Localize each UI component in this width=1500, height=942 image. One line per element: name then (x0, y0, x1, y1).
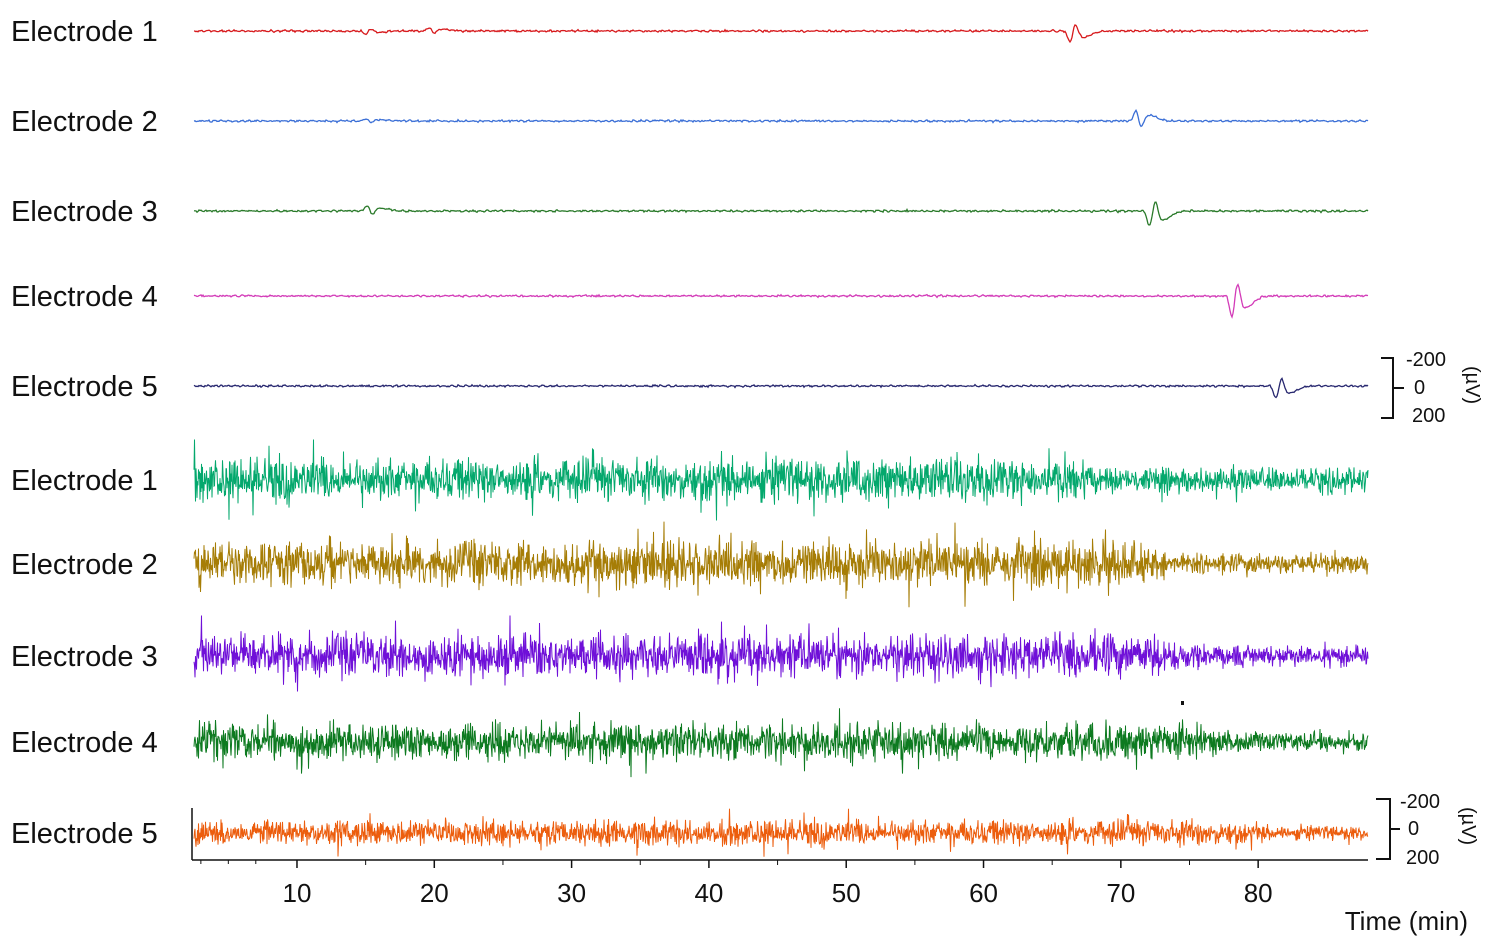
x-tick-label: 30 (557, 878, 586, 908)
x-tick-label: 50 (832, 878, 861, 908)
bottom-panel-traces (193, 439, 1369, 857)
scale-label-top: -200 (1406, 349, 1446, 371)
channel-labels: Electrode 1 Electrode 2 Electrode 3 Electro… (11, 16, 158, 850)
top-series-line-3 (193, 201, 1369, 226)
stray-mark (1181, 701, 1184, 705)
scale-label-mid: 0 (1408, 818, 1419, 840)
scale-bar-bottom: -200 0 200 (µV) (1376, 791, 1479, 869)
bottom-series-line-4 (193, 708, 1369, 778)
bottom-channel-label-5: Electrode 5 (11, 818, 158, 850)
bottom-series-line-3 (193, 615, 1369, 692)
top-channel-label-4: Electrode 4 (11, 281, 158, 313)
bottom-channel-label-1: Electrode 1 (11, 465, 158, 497)
top-panel-traces (193, 24, 1369, 399)
bottom-series-line-5 (193, 808, 1369, 857)
top-series-line-1 (193, 24, 1369, 44)
top-channel-label-1: Electrode 1 (11, 16, 158, 48)
x-axis-ticks: 10 20 30 40 50 60 70 80 (200, 860, 1273, 908)
bottom-series-line-1 (193, 439, 1369, 521)
scale-unit: (µV) (1457, 807, 1479, 845)
scale-label-bottom: 200 (1406, 847, 1439, 869)
scale-bar-bracket (1376, 798, 1400, 860)
top-series-line-4 (193, 283, 1369, 319)
x-tick-label: 60 (969, 878, 998, 908)
scale-label-bottom: 200 (1412, 405, 1445, 427)
scale-bar-bracket (1381, 357, 1404, 419)
scale-label-top: -200 (1400, 791, 1440, 813)
bottom-channel-label-2: Electrode 2 (11, 549, 158, 581)
top-channel-label-3: Electrode 3 (11, 196, 158, 228)
bottom-series-line-2 (193, 521, 1369, 608)
scale-unit: (µV) (1461, 366, 1483, 404)
bottom-channel-label-3: Electrode 3 (11, 641, 158, 673)
top-channel-label-5: Electrode 5 (11, 371, 158, 403)
x-tick-label: 80 (1244, 878, 1273, 908)
x-tick-label: 70 (1106, 878, 1135, 908)
x-tick-label: 40 (694, 878, 723, 908)
top-series-line-5 (193, 377, 1369, 399)
scale-bar-top: -200 0 200 (µV) (1381, 349, 1483, 427)
scale-label-mid: 0 (1414, 377, 1425, 399)
x-axis-title: Time (min) (1345, 906, 1468, 936)
x-tick-label: 20 (420, 878, 449, 908)
top-series-line-2 (193, 108, 1369, 128)
top-channel-label-2: Electrode 2 (11, 106, 158, 138)
bottom-channel-label-4: Electrode 4 (11, 727, 158, 759)
x-tick-label: 10 (283, 878, 312, 908)
